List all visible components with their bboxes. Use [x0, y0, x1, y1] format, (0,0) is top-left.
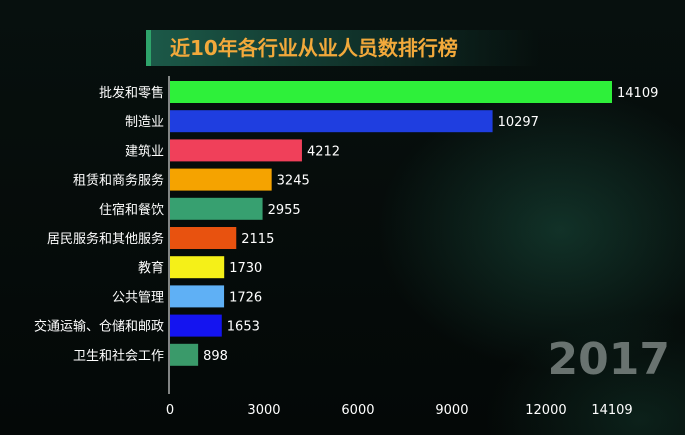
bar — [170, 343, 199, 366]
category-label: 制造业 — [125, 115, 164, 130]
category-label: 教育 — [138, 260, 164, 276]
category-label: 卫生和社会工作 — [73, 348, 164, 364]
bar — [170, 168, 272, 191]
bar — [170, 197, 263, 220]
value-label: 10297 — [498, 115, 539, 130]
bar — [170, 227, 237, 249]
chart-title: 近10年各行业从业人员数排行榜 — [170, 36, 458, 60]
value-label: 3245 — [277, 174, 310, 189]
category-label: 居民服务和其他服务 — [47, 231, 164, 247]
value-label: 2955 — [268, 203, 301, 218]
category-label: 建筑业 — [125, 143, 164, 159]
bar — [170, 139, 302, 162]
x-tick-label: 14109 — [591, 403, 632, 418]
value-label: 2115 — [241, 232, 274, 247]
value-label: 1730 — [229, 261, 262, 276]
x-tick-label: 0 — [166, 403, 174, 418]
bar — [170, 110, 493, 133]
value-label: 1653 — [227, 320, 260, 335]
x-tick-label: 3000 — [247, 403, 280, 418]
value-label: 898 — [203, 349, 228, 364]
bar — [170, 285, 225, 308]
title-accent-bar — [146, 30, 151, 66]
bar — [170, 81, 612, 103]
title-banner — [146, 30, 541, 66]
category-label: 交通运输、仓储和邮政 — [34, 319, 164, 335]
x-tick-label: 12000 — [525, 403, 566, 418]
category-label: 租赁和商务服务 — [73, 173, 164, 189]
category-label: 公共管理 — [112, 290, 164, 305]
x-tick-label: 9000 — [435, 403, 468, 418]
year-annotation: 2017 — [547, 334, 670, 385]
category-label: 批发和零售 — [99, 85, 164, 101]
value-label: 1726 — [229, 290, 262, 305]
bar — [170, 314, 222, 337]
value-label: 14109 — [617, 86, 658, 101]
bar — [170, 256, 225, 279]
category-label: 住宿和餐饮 — [99, 202, 164, 218]
value-label: 4212 — [307, 144, 340, 159]
x-tick-label: 6000 — [341, 403, 374, 418]
